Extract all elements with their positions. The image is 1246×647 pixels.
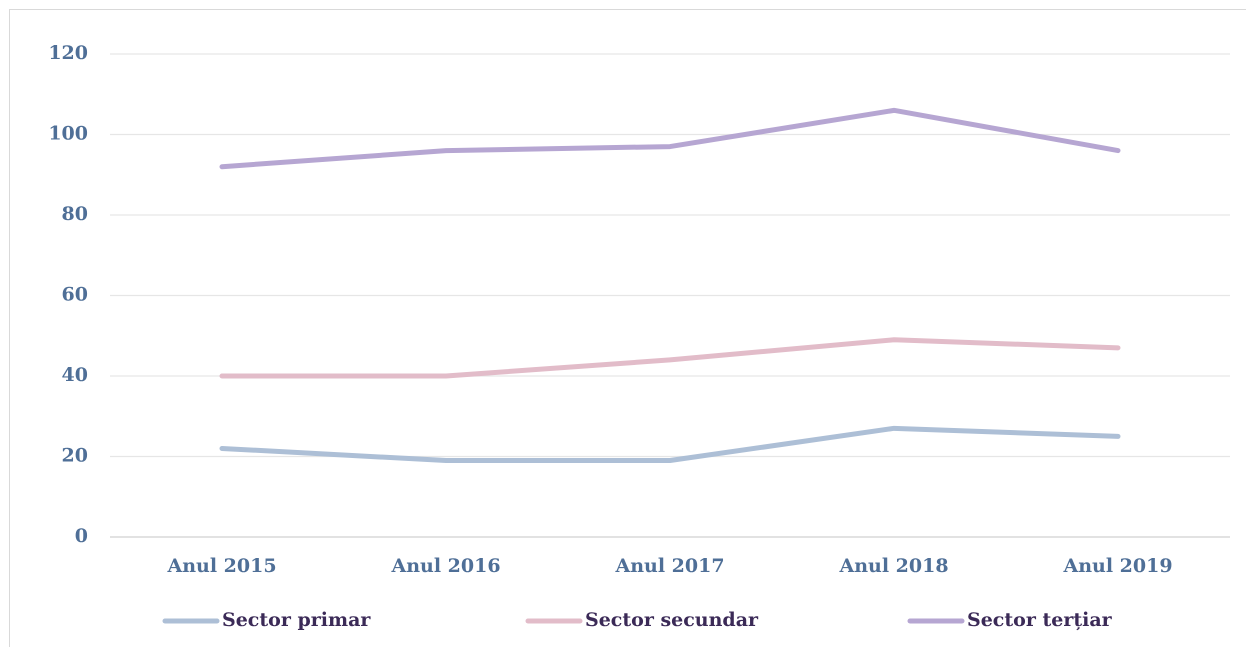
series-line bbox=[219, 337, 1121, 379]
x-tick-label: Anul 2019 bbox=[1062, 555, 1172, 577]
y-tick-label: 60 bbox=[62, 284, 88, 306]
y-tick-label: 20 bbox=[62, 445, 88, 467]
y-tick-label: 40 bbox=[62, 364, 88, 386]
legend-label: Sector secundar bbox=[585, 609, 759, 631]
x-tick-label: Anul 2015 bbox=[166, 555, 276, 577]
series-line bbox=[219, 425, 1121, 464]
y-tick-label: 80 bbox=[62, 203, 88, 225]
legend-label: Sector primar bbox=[222, 609, 371, 631]
y-tick-label: 120 bbox=[48, 42, 88, 64]
y-tick-label: 100 bbox=[48, 123, 88, 145]
series-line bbox=[219, 107, 1121, 170]
x-tick-label: Anul 2016 bbox=[390, 555, 500, 577]
x-tick-label: Anul 2018 bbox=[838, 555, 948, 577]
legend-label: Sector terțiar bbox=[967, 609, 1113, 631]
chart-border bbox=[9, 9, 1246, 647]
x-tick-label: Anul 2017 bbox=[614, 555, 724, 577]
y-tick-label: 0 bbox=[75, 525, 88, 547]
